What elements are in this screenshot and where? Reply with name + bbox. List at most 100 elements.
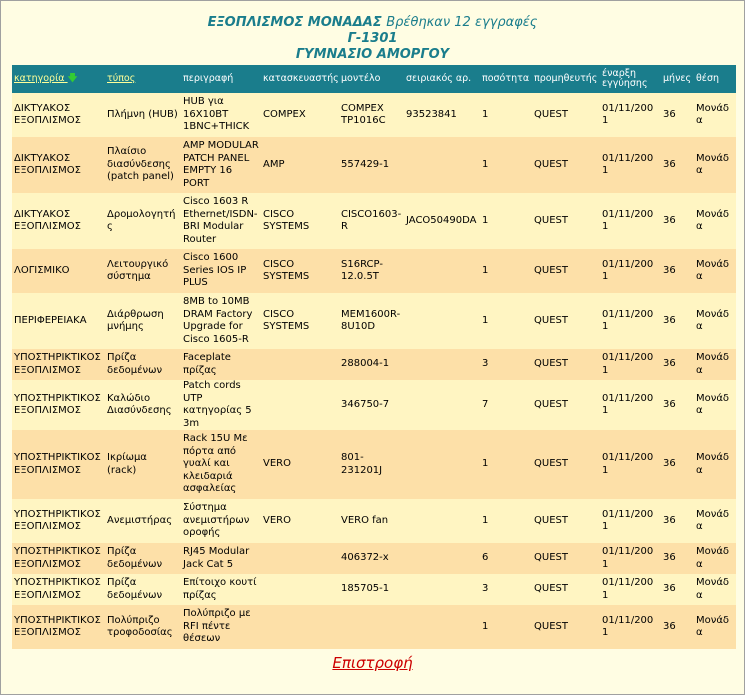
cell-type: Καλώδιο Διασύνδεσης (105, 380, 181, 430)
table-row: ΥΠΟΣΤΗΡΙΚΤΙΚΟΣ ΕΞΟΠΛΙΣΜΟΣ Καλώδιο Διασύνδ… (12, 380, 736, 430)
cell-months: 36 (661, 93, 694, 137)
cell-months: 36 (661, 137, 694, 193)
table-header-row: κατηγορία 🡇 τύπος περιγραφή κατασκευαστή… (12, 65, 736, 93)
cell-category: ΥΠΟΣΤΗΡΙΚΤΙΚΟΣ ΕΞΟΠΛΙΣΜΟΣ (12, 499, 105, 543)
title-line: ΕΞΟΠΛΙΣΜΟΣ ΜΟΝΑΔΑΣ Βρέθηκαν 12 εγγραφές (1, 15, 744, 31)
cell-quantity: 1 (480, 605, 532, 649)
cell-serial (404, 430, 480, 499)
cell-type: Ανεμιστήρας (105, 499, 181, 543)
arrow-down-icon: 🡇 (67, 73, 78, 84)
cell-description: Patch cords UTP κατηγορίας 5 3m (181, 380, 261, 430)
cell-supplier: QUEST (532, 380, 600, 430)
cell-months: 36 (661, 430, 694, 499)
cell-model: CISCO1603-R (339, 193, 404, 249)
cell-supplier: QUEST (532, 543, 600, 574)
cell-manufacturer: AMP (261, 137, 339, 193)
cell-category: ΔΙΚΤΥΑΚΟΣ ΕΞΟΠΛΙΣΜΟΣ (12, 93, 105, 137)
cell-serial: 93523841 (404, 93, 480, 137)
cell-model: 288004-1 (339, 349, 404, 380)
col-header-model: μοντέλο (339, 65, 404, 93)
table-row: ΥΠΟΣΤΗΡΙΚΤΙΚΟΣ ΕΞΟΠΛΙΣΜΟΣ Πρίζα δεδομένων… (12, 349, 736, 380)
cell-manufacturer: CISCO SYSTEMS (261, 249, 339, 293)
cell-location: Μονάδα (694, 349, 736, 380)
cell-quantity: 1 (480, 249, 532, 293)
equipment-table: κατηγορία 🡇 τύπος περιγραφή κατασκευαστή… (12, 65, 736, 649)
cell-quantity: 1 (480, 293, 532, 349)
col-header-type[interactable]: τύπος (105, 65, 181, 93)
cell-location: Μονάδα (694, 605, 736, 649)
cell-description: Rack 15U Με πόρτα από γυαλί και κλειδαρι… (181, 430, 261, 499)
page-header: ΕΞΟΠΛΙΣΜΟΣ ΜΟΝΑΔΑΣ Βρέθηκαν 12 εγγραφές … (1, 15, 744, 63)
cell-model: 557429-1 (339, 137, 404, 193)
cell-model: 801-231201J (339, 430, 404, 499)
cell-location: Μονάδα (694, 543, 736, 574)
cell-location: Μονάδα (694, 499, 736, 543)
cell-supplier: QUEST (532, 137, 600, 193)
cell-category: ΛΟΓΙΣΜΙΚΟ (12, 249, 105, 293)
cell-quantity: 1 (480, 499, 532, 543)
col-header-serial: σειριακός αρ. (404, 65, 480, 93)
cell-description: RJ45 Modular Jack Cat 5 (181, 543, 261, 574)
cell-serial (404, 574, 480, 605)
cell-manufacturer: VERO (261, 499, 339, 543)
cell-category: ΥΠΟΣΤΗΡΙΚΤΙΚΟΣ ΕΞΟΠΛΙΣΜΟΣ (12, 605, 105, 649)
cell-model: 406372-x (339, 543, 404, 574)
col-header-category[interactable]: κατηγορία 🡇 (12, 65, 105, 93)
cell-warranty-start: 01/11/2001 (600, 605, 661, 649)
col-header-quantity: ποσότητα (480, 65, 532, 93)
cell-manufacturer (261, 543, 339, 574)
cell-warranty-start: 01/11/2001 (600, 430, 661, 499)
cell-quantity: 3 (480, 574, 532, 605)
cell-manufacturer: CISCO SYSTEMS (261, 193, 339, 249)
cell-serial (404, 293, 480, 349)
cell-type: Δρομολογητής (105, 193, 181, 249)
cell-serial (404, 380, 480, 430)
table-row: ΥΠΟΣΤΗΡΙΚΤΙΚΟΣ ΕΞΟΠΛΙΣΜΟΣ Πρίζα δεδομένων… (12, 574, 736, 605)
cell-location: Μονάδα (694, 249, 736, 293)
table-row: ΔΙΚΤΥΑΚΟΣ ΕΞΟΠΛΙΣΜΟΣ Πλαίσιο διασύνδεσης … (12, 137, 736, 193)
cell-quantity: 6 (480, 543, 532, 574)
cell-description: Πολύπριζο με RFI πέντε θέσεων (181, 605, 261, 649)
cell-warranty-start: 01/11/2001 (600, 193, 661, 249)
cell-category: ΥΠΟΣΤΗΡΙΚΤΙΚΟΣ ΕΞΟΠΛΙΣΜΟΣ (12, 430, 105, 499)
cell-model: COMPEX TP1016C (339, 93, 404, 137)
cell-manufacturer: CISCO SYSTEMS (261, 293, 339, 349)
back-link[interactable]: Επιστροφή (332, 654, 413, 672)
col-header-location: θέση (694, 65, 736, 93)
cell-warranty-start: 01/11/2001 (600, 574, 661, 605)
cell-serial (404, 137, 480, 193)
cell-quantity: 3 (480, 349, 532, 380)
cell-description: Επίτοιχο κουτί πρίζας (181, 574, 261, 605)
cell-type: Πρίζα δεδομένων (105, 543, 181, 574)
cell-type: Διάρθρωση μνήμης (105, 293, 181, 349)
cell-manufacturer: COMPEX (261, 93, 339, 137)
col-header-description: περιγραφή (181, 65, 261, 93)
cell-model (339, 605, 404, 649)
cell-serial (404, 543, 480, 574)
cell-serial (404, 605, 480, 649)
cell-type: Πρίζα δεδομένων (105, 349, 181, 380)
cell-location: Μονάδα (694, 293, 736, 349)
cell-warranty-start: 01/11/2001 (600, 380, 661, 430)
cell-manufacturer (261, 574, 339, 605)
cell-description: Cisco 1600 Series IOS IP PLUS (181, 249, 261, 293)
cell-category: ΥΠΟΣΤΗΡΙΚΤΙΚΟΣ ΕΞΟΠΛΙΣΜΟΣ (12, 574, 105, 605)
col-header-warranty-start: έναρξη εγγύησης (600, 65, 661, 93)
cell-months: 36 (661, 249, 694, 293)
cell-category: ΔΙΚΤΥΑΚΟΣ ΕΞΟΠΛΙΣΜΟΣ (12, 193, 105, 249)
cell-type: Πλαίσιο διασύνδεσης (patch panel) (105, 137, 181, 193)
cell-supplier: QUEST (532, 430, 600, 499)
cell-location: Μονάδα (694, 574, 736, 605)
cell-category: ΔΙΚΤΥΑΚΟΣ ΕΞΟΠΛΙΣΜΟΣ (12, 137, 105, 193)
cell-description: 8MB to 10MB DRAM Factory Upgrade for Cis… (181, 293, 261, 349)
cell-model: MEM1600R-8U10D (339, 293, 404, 349)
table-row: ΔΙΚΤΥΑΚΟΣ ΕΞΟΠΛΙΣΜΟΣ Δρομολογητής Cisco 16… (12, 193, 736, 249)
cell-location: Μονάδα (694, 430, 736, 499)
table-row: ΔΙΚΤΥΑΚΟΣ ΕΞΟΠΛΙΣΜΟΣ Πλήμνη (HUB) HUB για … (12, 93, 736, 137)
school-name: ΓΥΜΝΑΣΙΟ ΑΜΟΡΓΟΥ (295, 47, 450, 62)
cell-type: Πρίζα δεδομένων (105, 574, 181, 605)
cell-supplier: QUEST (532, 605, 600, 649)
cell-location: Μονάδα (694, 93, 736, 137)
cell-location: Μονάδα (694, 193, 736, 249)
cell-supplier: QUEST (532, 574, 600, 605)
